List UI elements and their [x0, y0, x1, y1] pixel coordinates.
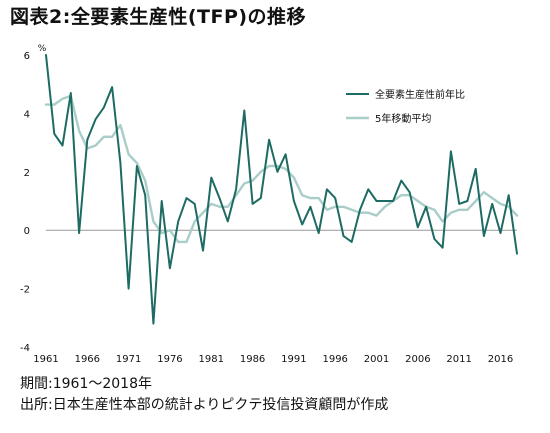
x-tick-label: 1991 [281, 354, 306, 365]
y-tick-label: 0 [24, 226, 30, 237]
x-tick-label: 1981 [199, 354, 224, 365]
y-tick-label: -2 [20, 285, 30, 296]
legend-label: 5年移動平均 [375, 112, 431, 125]
x-tick-label: 2001 [364, 354, 389, 365]
x-tick-label: 1971 [116, 354, 141, 365]
chart-notes: 期間:1961〜2018年 出所:日本生産性本部の統計よりピクテ投信投資顧問が作… [20, 374, 388, 416]
x-tick-label: 1966 [75, 354, 100, 365]
page-title: 図表2:全要素生産性(TFP)の推移 [10, 6, 307, 28]
x-tick-label: 1986 [240, 354, 265, 365]
y-tick-label: 6 [24, 51, 30, 62]
y-tick-label: -4 [20, 343, 30, 354]
x-tick-label: 2011 [446, 354, 471, 365]
x-tick-label: 2016 [488, 354, 513, 365]
legend-label: 全要素生産性前年比 [375, 88, 465, 101]
series-line-5yr-moving-average [44, 94, 519, 244]
series-line-tfp-yoy [45, 54, 518, 325]
period-note: 期間:1961〜2018年 [20, 376, 152, 392]
x-tick-label: 2006 [405, 354, 430, 365]
source-note: 出所:日本生産性本部の統計よりピクテ投信投資顧問が作成 [20, 397, 389, 413]
x-tick-label: 1996 [322, 354, 347, 365]
x-tick-label: 1976 [157, 354, 182, 365]
x-tick-label: 1961 [33, 354, 58, 365]
y-tick-label: 4 [24, 109, 30, 120]
y-tick-label: 2 [24, 168, 30, 179]
y-unit-label: % [38, 44, 47, 54]
